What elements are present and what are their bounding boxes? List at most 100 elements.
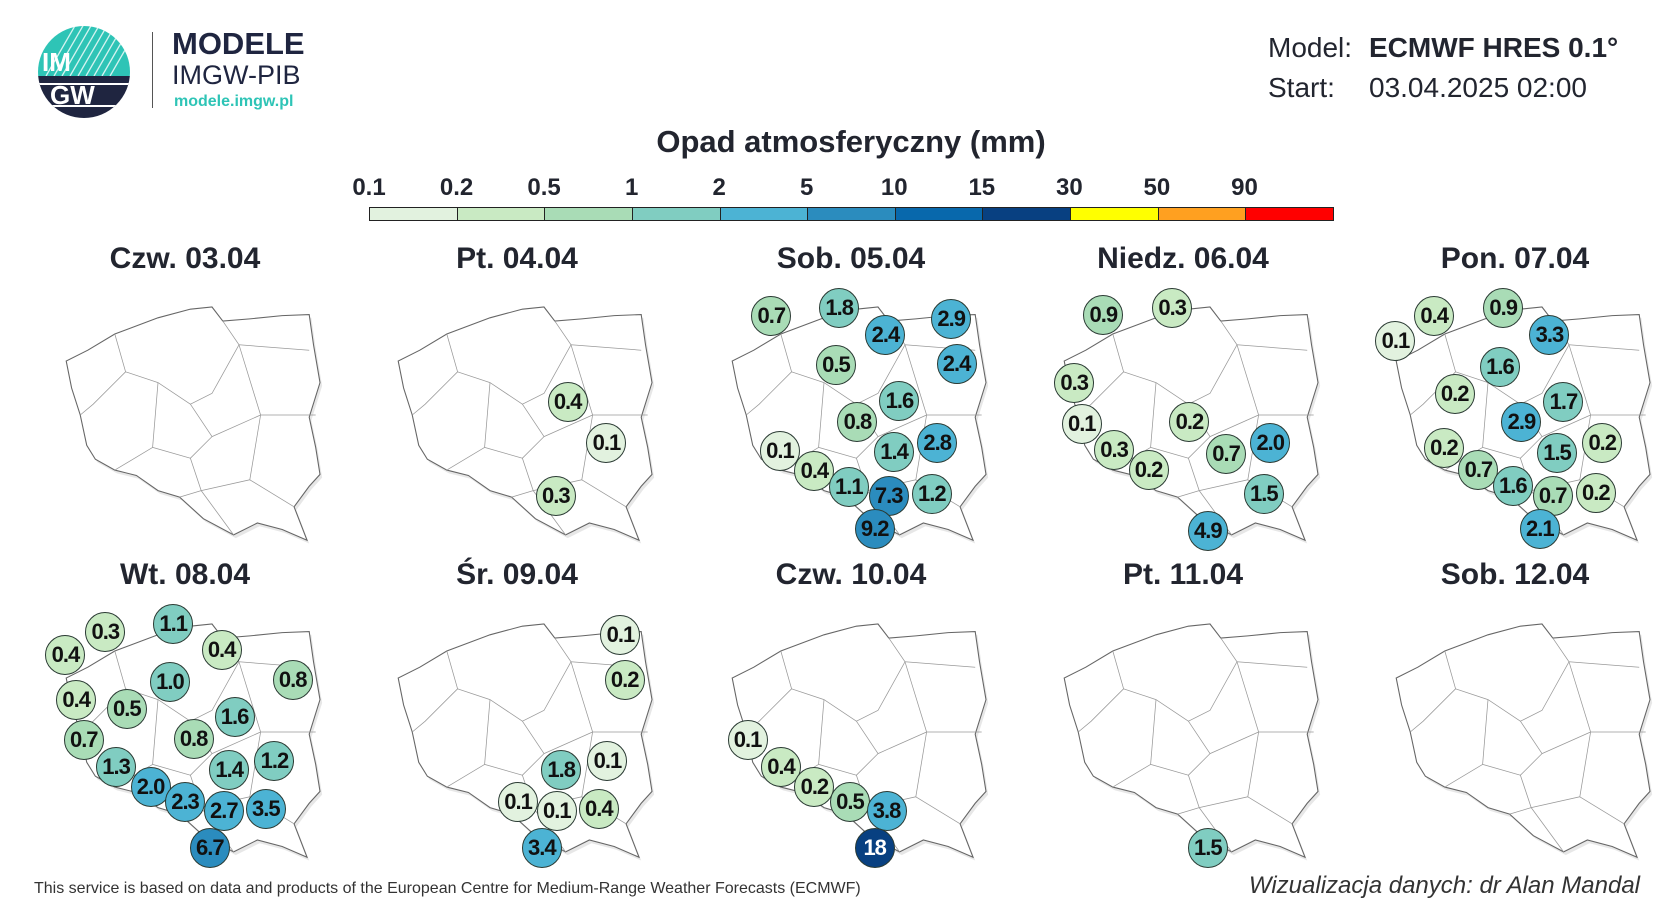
precip-marker: 0.9 xyxy=(1083,295,1124,336)
precip-marker: 0.7 xyxy=(1206,434,1247,475)
legend-tick-label: 1 xyxy=(624,174,639,201)
precip-marker: 1.6 xyxy=(214,697,255,738)
voivodeship-border xyxy=(80,371,127,416)
legend-tick-label: 15 xyxy=(968,174,996,201)
imgw-logo: IM GW xyxy=(38,26,130,118)
precip-marker: 0.2 xyxy=(1575,472,1616,513)
precip-marker: 0.3 xyxy=(85,612,126,653)
legend-tick-label: 30 xyxy=(1056,174,1083,201)
country-outline xyxy=(397,306,653,542)
footer-source: This service is based on data and produc… xyxy=(34,880,861,897)
precip-marker: 2.9 xyxy=(1501,401,1542,442)
precip-marker: 4.9 xyxy=(1187,510,1228,551)
legend-swatch xyxy=(983,208,1072,220)
panel-title: Sob. 05.04 xyxy=(776,242,926,275)
precip-marker: 0.1 xyxy=(727,719,768,760)
precip-marker: 0.9 xyxy=(1483,287,1524,328)
precip-marker: 1.7 xyxy=(1543,382,1584,423)
legend-tick-label: 0.1 xyxy=(352,174,386,201)
precip-marker: 1.3 xyxy=(96,746,137,787)
legend-swatch xyxy=(720,208,809,220)
panel-title: Wt. 08.04 xyxy=(119,558,251,591)
start-value: 03.04.2025 02:00 xyxy=(1369,72,1587,103)
precip-marker: 1.8 xyxy=(541,750,582,790)
svg-text:GW: GW xyxy=(50,80,95,110)
voivodeship-border xyxy=(212,731,262,754)
legend-swatch xyxy=(545,208,633,220)
precip-marker: 0.2 xyxy=(794,767,835,808)
voivodeship-border xyxy=(1150,720,1211,776)
svg-text:IM: IM xyxy=(42,47,71,77)
precip-marker: 0.5 xyxy=(829,782,870,823)
voivodeship-border xyxy=(239,344,310,351)
poland-map xyxy=(65,306,323,544)
poland-map xyxy=(1395,623,1653,861)
precip-marker: 0.2 xyxy=(604,659,645,700)
precip-marker: 0.2 xyxy=(1434,373,1475,414)
brand-url[interactable]: modele.imgw.pl xyxy=(174,93,294,110)
country-outline xyxy=(1395,623,1651,859)
precip-marker: 0.4 xyxy=(760,746,801,787)
precip-marker: 0.8 xyxy=(173,718,214,759)
legend-swatch xyxy=(457,208,546,220)
voivodeship-border xyxy=(1247,796,1293,825)
panel-title: Czw. 03.04 xyxy=(109,242,261,275)
precip-marker: 0.1 xyxy=(759,430,800,471)
precip-marker: 0.5 xyxy=(106,688,147,729)
panel-title: Pt. 04.04 xyxy=(456,242,578,275)
voivodeship-border xyxy=(484,403,545,459)
model-label: Model: xyxy=(1268,32,1353,63)
precip-marker: 2.4 xyxy=(936,343,977,384)
legend-swatch xyxy=(1158,208,1247,220)
precip-marker: 0.1 xyxy=(536,790,577,831)
voivodeship-border xyxy=(201,490,235,536)
precip-marker: 3.8 xyxy=(866,790,907,831)
voivodeship-border xyxy=(201,414,262,491)
footer-credit: Wizualizacja danych: dr Alan Mandal xyxy=(1248,872,1640,899)
precip-marker: 1.5 xyxy=(1187,827,1228,868)
panel-title: Pon. 07.04 xyxy=(1440,242,1590,275)
voivodeship-border xyxy=(544,731,594,754)
voivodeship-border xyxy=(1509,775,1533,815)
voivodeship-border xyxy=(1237,344,1308,351)
precip-marker: 2.8 xyxy=(917,423,958,464)
legend-tick-label: 90 xyxy=(1231,174,1258,201)
precip-marker: 0.3 xyxy=(1152,287,1193,328)
precip-marker: 3.3 xyxy=(1529,314,1570,355)
voivodeship-border xyxy=(818,720,879,776)
legend-color-bar xyxy=(369,207,1334,221)
legend-swatch xyxy=(370,208,458,220)
precip-marker: 0.1 xyxy=(1375,321,1416,361)
legend-tick-label: 0.2 xyxy=(439,174,474,201)
voivodeship-border xyxy=(212,414,262,437)
precip-marker: 0.4 xyxy=(1414,296,1455,337)
precip-marker: 18 xyxy=(854,827,895,868)
precip-marker: 0.4 xyxy=(578,788,619,829)
precip-marker: 3.5 xyxy=(245,788,286,829)
voivodeship-border xyxy=(1410,688,1457,733)
precip-marker: 0.1 xyxy=(587,741,628,782)
precip-marker: 2.7 xyxy=(203,790,244,831)
legend-swatch xyxy=(1071,208,1159,220)
precip-marker: 0.7 xyxy=(751,296,792,337)
legend-swatch xyxy=(1246,208,1334,220)
precip-marker: 0.3 xyxy=(1094,429,1135,470)
precip-marker: 1.4 xyxy=(874,431,915,472)
legend-tick-label: 10 xyxy=(880,174,908,201)
voivodeship-border xyxy=(1078,688,1125,733)
voivodeship-border xyxy=(412,688,459,733)
country-outline xyxy=(397,623,653,859)
precip-marker: 3.4 xyxy=(521,827,562,868)
precip-marker: 6.7 xyxy=(189,827,230,868)
precip-marker: 2.3 xyxy=(165,782,205,823)
precip-marker: 1.1 xyxy=(828,467,869,508)
precip-marker: 0.3 xyxy=(535,476,576,517)
precip-marker: 7.3 xyxy=(868,476,909,517)
precip-marker: 0.2 xyxy=(1582,423,1623,464)
precip-marker: 0.2 xyxy=(1128,450,1169,491)
voivodeship-border xyxy=(1579,796,1625,825)
voivodeship-border xyxy=(1531,807,1565,853)
voivodeship-border xyxy=(746,371,793,416)
legend-tick-label: 0.5 xyxy=(527,174,561,201)
voivodeship-border xyxy=(1569,661,1640,668)
